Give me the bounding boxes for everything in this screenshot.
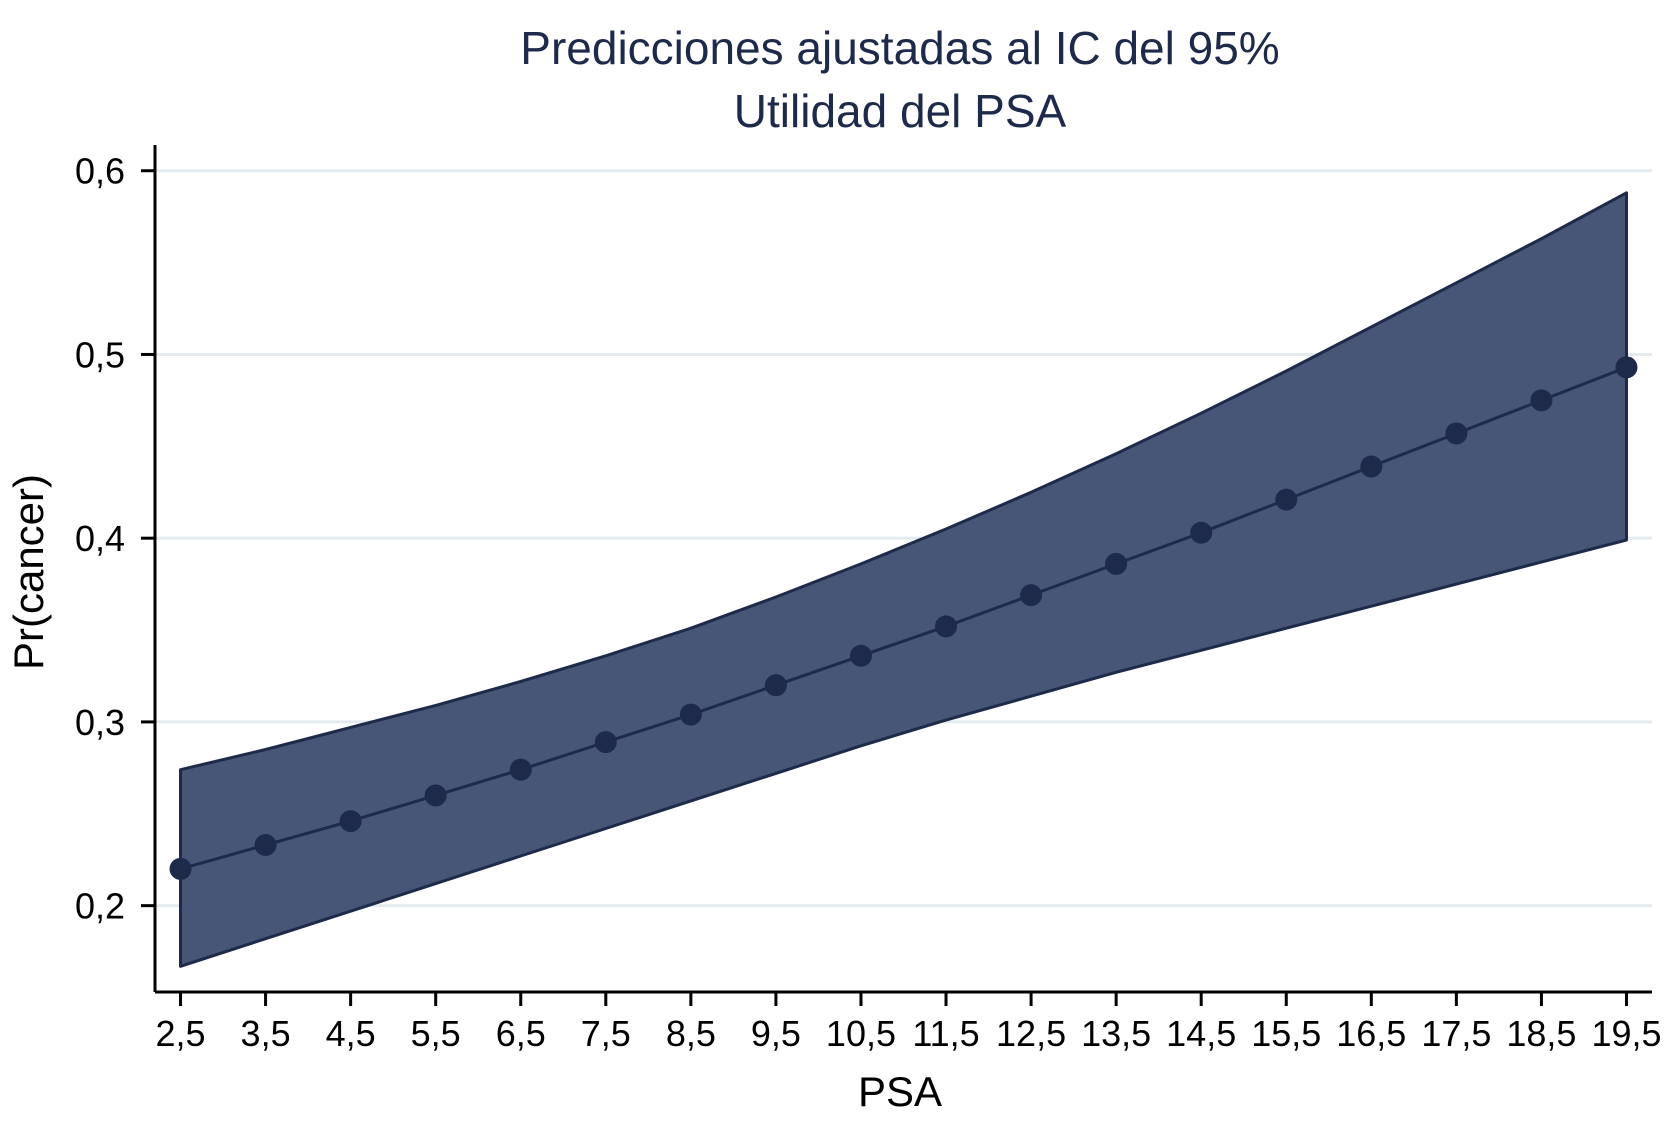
x-tick-label-0: 2,5 bbox=[155, 1013, 205, 1054]
chart-subtitle: Utilidad del PSA bbox=[734, 85, 1067, 137]
data-point-13 bbox=[1275, 488, 1298, 511]
data-point-0 bbox=[169, 857, 192, 880]
x-tick-label-2: 4,5 bbox=[326, 1013, 376, 1054]
x-tick-label-14: 16,5 bbox=[1336, 1013, 1406, 1054]
y-axis-ticks: 0,2 0,3 0,4 0,5 0,6 bbox=[75, 151, 155, 927]
data-point-6 bbox=[679, 703, 702, 726]
data-point-7 bbox=[764, 674, 787, 697]
data-point-10 bbox=[1020, 584, 1043, 607]
y-tick-label-4: 0,6 bbox=[75, 151, 125, 192]
chart-title: Predicciones ajustadas al IC del 95% bbox=[520, 22, 1279, 74]
x-tick-label-12: 14,5 bbox=[1166, 1013, 1236, 1054]
data-point-16 bbox=[1530, 389, 1553, 412]
x-tick-label-4: 6,5 bbox=[496, 1013, 546, 1054]
data-points bbox=[169, 356, 1638, 880]
data-point-15 bbox=[1445, 422, 1468, 445]
data-point-1 bbox=[254, 834, 277, 857]
y-tick-label-2: 0,4 bbox=[75, 518, 125, 559]
x-tick-label-16: 18,5 bbox=[1506, 1013, 1576, 1054]
x-tick-label-9: 11,5 bbox=[912, 1013, 979, 1054]
data-point-17 bbox=[1615, 356, 1638, 379]
y-tick-label-1: 0,3 bbox=[75, 702, 125, 743]
x-tick-label-17: 19,5 bbox=[1591, 1013, 1661, 1054]
y-tick-label-0: 0,2 bbox=[75, 886, 125, 927]
x-tick-label-6: 8,5 bbox=[666, 1013, 716, 1054]
x-tick-label-7: 9,5 bbox=[751, 1013, 801, 1054]
y-tick-label-3: 0,5 bbox=[75, 334, 125, 375]
confidence-band bbox=[179, 191, 1628, 968]
x-axis-label: PSA bbox=[858, 1068, 942, 1115]
x-tick-label-8: 10,5 bbox=[826, 1013, 896, 1054]
x-tick-label-10: 12,5 bbox=[996, 1013, 1066, 1054]
y-axis-label: Pr(cancer) bbox=[5, 474, 52, 670]
x-tick-label-1: 3,5 bbox=[241, 1013, 291, 1054]
x-tick-label-13: 15,5 bbox=[1251, 1013, 1321, 1054]
data-point-2 bbox=[339, 810, 362, 833]
data-point-12 bbox=[1190, 521, 1213, 544]
data-point-11 bbox=[1105, 552, 1128, 575]
prediction-line bbox=[180, 365, 1628, 871]
x-tick-label-5: 7,5 bbox=[581, 1013, 631, 1054]
x-tick-label-15: 17,5 bbox=[1421, 1013, 1491, 1054]
data-point-4 bbox=[509, 758, 532, 781]
axes bbox=[153, 145, 1652, 994]
data-point-9 bbox=[935, 615, 958, 638]
data-point-3 bbox=[424, 784, 447, 807]
x-tick-label-11: 13,5 bbox=[1081, 1013, 1151, 1054]
x-tick-label-3: 5,5 bbox=[411, 1013, 461, 1054]
data-point-8 bbox=[849, 644, 872, 667]
x-axis-ticks: 2,5 3,5 4,5 5,5 6,5 7,5 8,5 9,5 10,5 11,5 12,5 13,5… bbox=[155, 992, 1662, 1054]
data-point-14 bbox=[1360, 455, 1383, 478]
data-point-5 bbox=[594, 731, 617, 754]
